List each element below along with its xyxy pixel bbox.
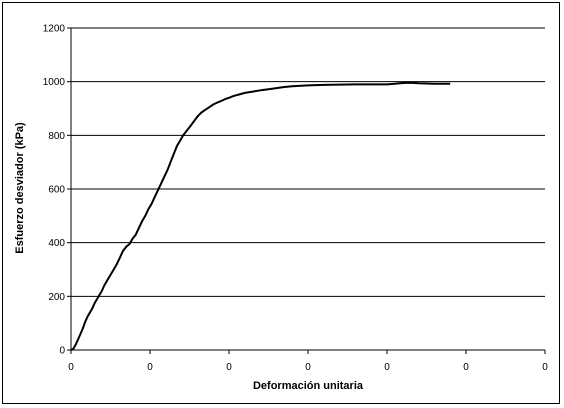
x-tick-label: 0 xyxy=(147,362,153,373)
gridlines xyxy=(71,27,545,297)
y-tick-label: 200 xyxy=(48,292,65,303)
axes xyxy=(67,27,546,354)
y-axis-title: Esfuerzo desviador (kPa) xyxy=(14,122,26,254)
y-tick-label: 1200 xyxy=(43,24,66,35)
x-tick-label: 0 xyxy=(305,362,311,373)
x-tick-label: 0 xyxy=(463,362,469,373)
x-tick-label: 0 xyxy=(68,362,74,373)
y-tick-label: 1000 xyxy=(43,77,66,88)
x-tick-label: 0 xyxy=(542,362,548,373)
y-tick-label: 0 xyxy=(59,346,65,357)
y-tick-label: 600 xyxy=(48,185,65,196)
y-tick-label: 400 xyxy=(48,238,65,249)
x-tick-label: 0 xyxy=(226,362,232,373)
series-layer xyxy=(70,81,451,351)
y-tick-label: 800 xyxy=(48,131,65,142)
x-axis-title: Deformación unitaria xyxy=(253,380,364,392)
x-tick-label: 0 xyxy=(384,362,390,373)
series-line xyxy=(70,81,451,351)
chart-frame xyxy=(2,2,560,404)
